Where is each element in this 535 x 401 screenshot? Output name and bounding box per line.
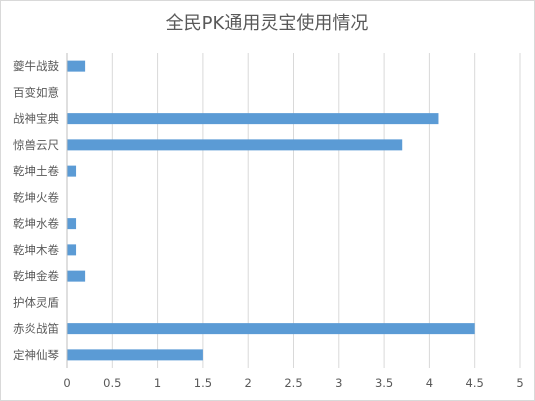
category-label: 战神宝典 xyxy=(13,112,59,126)
x-tick-label: 4.5 xyxy=(466,376,484,390)
bar xyxy=(67,349,203,361)
x-tick-label: 0.5 xyxy=(103,376,121,390)
x-tick-label: 1 xyxy=(154,376,161,390)
category-label: 百变如意 xyxy=(13,85,59,99)
x-tick-label: 1.5 xyxy=(194,376,212,390)
x-tick-label: 2.5 xyxy=(284,376,302,390)
bar xyxy=(67,113,439,125)
x-tick-label: 2 xyxy=(245,376,252,390)
category-label: 护体灵盾 xyxy=(13,295,59,309)
bar xyxy=(67,323,475,335)
category-label: 夔牛战鼓 xyxy=(13,59,59,73)
bar xyxy=(67,139,403,151)
x-tick-label: 5 xyxy=(516,376,523,390)
bars xyxy=(67,60,475,361)
x-tick-label: 3 xyxy=(335,376,342,390)
category-label: 乾坤水卷 xyxy=(13,217,59,231)
category-label: 乾坤木卷 xyxy=(13,243,59,257)
bar xyxy=(67,244,77,256)
bar xyxy=(67,270,86,282)
gridlines xyxy=(111,53,521,368)
chart-title: 全民PK通用灵宝使用情况 xyxy=(166,13,369,34)
category-label: 乾坤土卷 xyxy=(13,164,59,178)
category-label: 乾坤火卷 xyxy=(13,190,59,204)
category-labels: 夔牛战鼓百变如意战神宝典惊兽云尺乾坤土卷乾坤火卷乾坤水卷乾坤木卷乾坤金卷护体灵盾… xyxy=(13,59,59,362)
category-label: 定神仙琴 xyxy=(13,348,59,362)
category-label: 惊兽云尺 xyxy=(13,138,59,152)
bar xyxy=(67,218,77,230)
x-tick-label: 0 xyxy=(63,376,70,390)
bar xyxy=(67,165,77,177)
x-tick-label: 4 xyxy=(426,376,433,390)
x-tick-label: 3.5 xyxy=(375,376,393,390)
x-axis-tick-labels: 0 0.5 1 1.5 2 2.5 3 3.5 4 4.5 5 xyxy=(63,376,523,390)
bar xyxy=(67,60,86,72)
category-label: 乾坤金卷 xyxy=(13,269,59,283)
category-label: 赤炎战笛 xyxy=(13,322,59,336)
